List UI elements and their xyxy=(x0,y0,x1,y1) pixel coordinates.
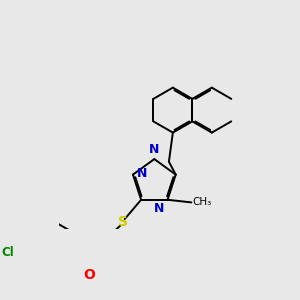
Text: CH₃: CH₃ xyxy=(193,197,212,207)
Text: O: O xyxy=(84,268,95,282)
Text: Cl: Cl xyxy=(2,245,14,259)
Text: N: N xyxy=(149,143,160,156)
Text: N: N xyxy=(154,202,164,215)
Text: N: N xyxy=(137,167,147,180)
Text: S: S xyxy=(118,215,128,229)
